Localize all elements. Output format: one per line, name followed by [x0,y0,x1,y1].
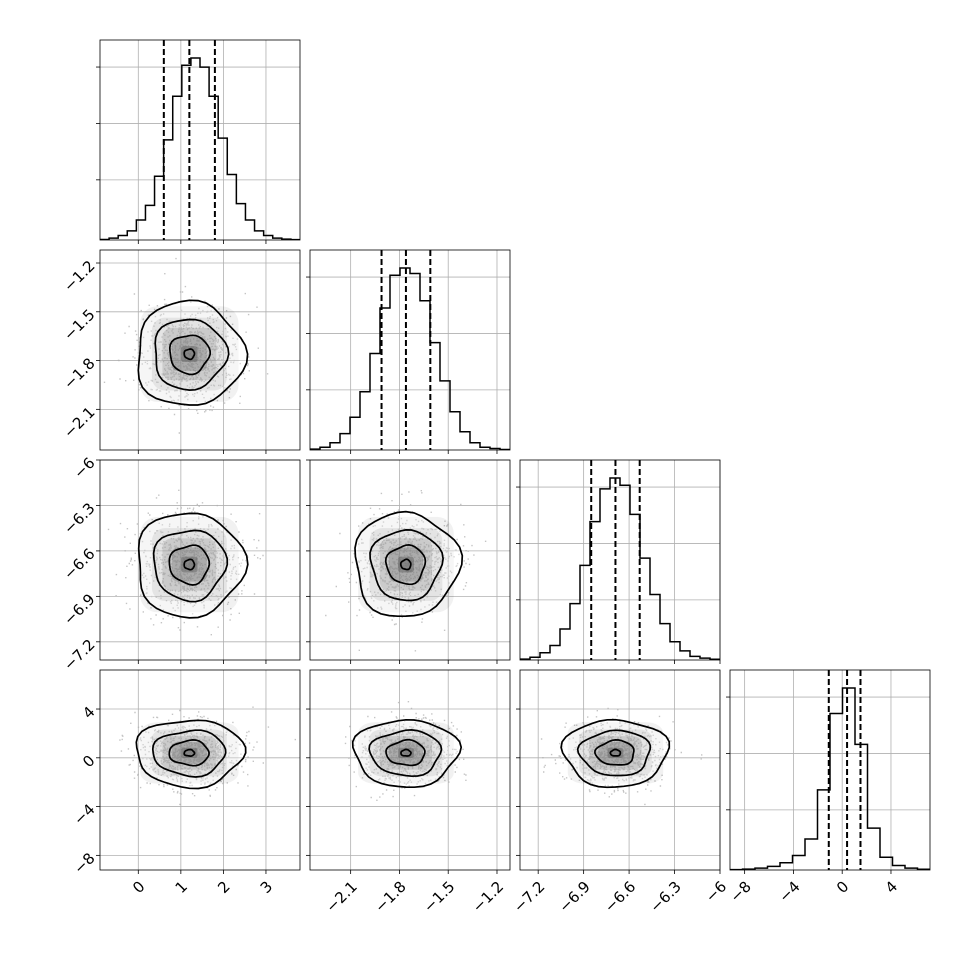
scatter-points [103,257,269,434]
density-group [540,707,703,806]
density-block-1 [369,528,443,601]
y-tick-label: −7.2 [60,636,98,674]
y-tick-label: −6.3 [60,499,98,537]
contour-line-1 [151,729,227,778]
density-block-1 [151,317,227,391]
histogram-0 [100,57,300,240]
density-block-1 [579,729,652,777]
panel-2-1 [306,459,511,664]
density-group [325,490,487,652]
scatter-points [325,490,487,652]
contour-line-3 [399,558,412,571]
panel-frame [729,669,931,871]
y-tick-label: −4 [70,800,98,828]
histogram-3 [730,687,930,870]
x-tick-label: −1.5 [420,878,458,916]
panel-3-0: 0 1 2 3 −8 −4 0 4 [70,669,301,897]
x-tick-label: −1.8 [371,878,409,916]
panel-1-1 [306,249,511,454]
panel-frame [519,459,721,661]
panel-frame [99,39,301,241]
y-tick-label: −2.1 [60,403,98,441]
contour-line-3 [183,558,196,571]
y-tick-label: −6.6 [60,545,98,583]
density-block-1 [151,528,227,601]
contour-line-0 [137,299,249,406]
panel-frame [309,669,511,871]
x-tick-label: −6.9 [555,878,593,916]
panel-3-2: −7.2 −6.9 −6.6 −6.3 −6 [510,669,730,916]
contour-line-1 [152,529,229,603]
panel-frame [99,669,301,871]
density-group [344,701,467,801]
contour-line-2 [385,738,426,767]
x-tick-label: −8 [727,878,755,906]
density-block-3 [388,547,424,582]
density-block-3 [598,741,633,764]
x-tick-label: 1 [172,878,191,897]
panel-3-1: −2.1 −1.8 −1.5 −1.2 [306,669,511,916]
x-tick-label: −2.1 [322,878,360,916]
panel-2-2 [516,459,721,664]
density-block-3 [171,336,207,372]
density-group [119,706,296,806]
x-tick-label: 4 [882,878,901,897]
x-tick-label: 2 [214,878,233,897]
density-group [103,257,269,434]
x-tick-label: −4 [775,878,803,906]
x-tick-label: −1.2 [469,878,507,916]
y-tick-label: 4 [79,703,98,722]
contour-line-2 [594,739,635,766]
density-block-1 [151,729,227,777]
panel-0-0 [96,39,301,244]
panel-frame [519,669,721,871]
density-block-3 [171,741,207,764]
contour-line-1 [369,529,444,602]
density-group [107,489,264,636]
panel-2-0: −7.2 −6.9 −6.6 −6.3 −6 [60,454,301,674]
panel-frame [309,249,511,451]
x-tick-label: −6.3 [646,878,684,916]
scatter-points [344,701,467,801]
contour-line-3 [609,748,622,757]
y-tick-label: 0 [79,752,98,771]
contour-line-1 [368,729,443,778]
density-block-0 [140,516,239,613]
panel-frame [99,249,301,451]
panel-frame [99,459,301,661]
histogram-2 [520,477,720,660]
x-tick-label: −6.6 [601,878,639,916]
contour-line-1 [154,318,230,391]
contour-line-2 [168,544,211,586]
contour-line-3 [183,748,196,757]
y-tick-label: −6 [70,454,98,482]
y-tick-label: −1.8 [60,354,98,392]
x-tick-label: 0 [833,878,852,897]
density-block-3 [171,547,207,582]
contour-line-3 [400,748,412,757]
x-tick-label: 3 [257,878,276,897]
contour-line-2 [384,544,427,586]
histogram-1 [310,267,510,450]
contour-line-0 [135,719,247,790]
density-block-1 [369,729,443,777]
panel-frame [309,459,511,661]
y-tick-label: −1.2 [60,257,98,295]
contour-line-3 [183,348,196,361]
x-tick-label: −7.2 [510,878,548,916]
y-tick-label: −1.5 [60,306,98,344]
contour-line-2 [168,334,212,376]
density-block-3 [388,741,424,764]
scatter-points [540,707,703,806]
x-tick-label: 0 [129,878,148,897]
y-tick-label: −6.9 [60,590,98,628]
contour-line-0 [351,718,463,789]
x-tick-label: −6 [702,878,730,906]
panel-3-3: −8 −4 0 4 [726,669,931,906]
panel-1-0: −2.1 −1.8 −1.5 −1.2 [60,249,301,454]
y-tick-label: −8 [70,849,98,877]
contour-line-2 [168,739,210,767]
contour-line-1 [576,729,652,777]
